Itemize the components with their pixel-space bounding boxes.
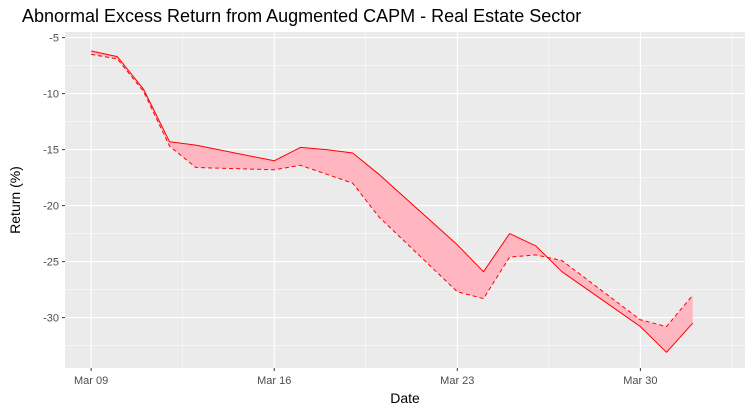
y-axis: -30 -25 -20 -15 -10 -5 xyxy=(43,33,65,325)
x-tick-label: Mar 30 xyxy=(623,375,657,387)
y-tick-label: -20 xyxy=(43,201,59,213)
y-tick-label: -10 xyxy=(43,89,59,101)
x-tick-label: Mar 09 xyxy=(74,375,108,387)
chart-title: Abnormal Excess Return from Augmented CA… xyxy=(22,6,582,26)
y-tick-label: -30 xyxy=(43,313,59,325)
y-tick-label: -25 xyxy=(43,257,59,269)
y-tick-label: -5 xyxy=(49,33,59,45)
x-tick-label: Mar 23 xyxy=(440,375,474,387)
x-axis: Mar 09 Mar 16 Mar 23 Mar 30 xyxy=(74,368,658,387)
major-gridlines xyxy=(65,32,745,368)
y-axis-title: Return (%) xyxy=(7,166,23,234)
x-tick-label: Mar 16 xyxy=(257,375,291,387)
ribbon-layer xyxy=(91,51,693,353)
ribbon-area xyxy=(91,51,693,353)
series-line-solid xyxy=(91,50,694,353)
x-axis-title: Date xyxy=(390,390,420,406)
series-lines xyxy=(91,50,694,353)
series-line-dashed xyxy=(91,53,694,328)
minor-gridlines xyxy=(65,32,745,368)
y-tick-label: -15 xyxy=(43,145,59,157)
